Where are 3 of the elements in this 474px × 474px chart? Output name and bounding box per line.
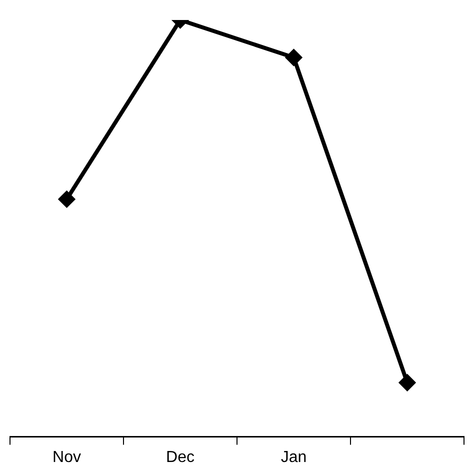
x-tick-label: Dec (166, 448, 194, 466)
x-tick-label: Nov (52, 448, 81, 466)
x-tick-label: Jan (280, 448, 307, 466)
